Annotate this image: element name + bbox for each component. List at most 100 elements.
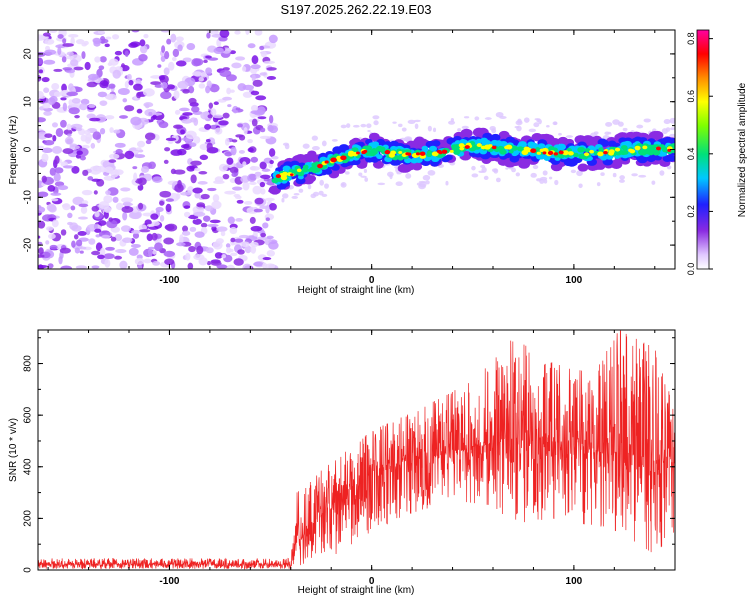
- signal-cell: [550, 162, 563, 172]
- noise-cell: [254, 171, 262, 177]
- snr-y-tick-label: 400: [23, 458, 34, 475]
- track-halo-cell: [643, 118, 651, 123]
- noise-cell: [252, 185, 262, 195]
- noise-cell: [220, 231, 226, 237]
- noise-cell: [41, 153, 49, 163]
- noise-cell: [229, 89, 235, 93]
- noise-cell: [70, 205, 76, 211]
- signal-cell: [370, 148, 378, 155]
- spectrogram-x-tick-label: -100: [159, 275, 179, 286]
- track-halo-cell: [533, 122, 540, 128]
- spectrogram-x-tick-label: 100: [566, 275, 583, 286]
- noise-cell: [268, 241, 279, 250]
- track-halo-cell: [663, 119, 671, 125]
- noise-cell: [38, 241, 43, 246]
- signal-cell: [351, 147, 359, 153]
- noise-cell: [99, 127, 106, 135]
- track-halo-cell: [528, 128, 537, 133]
- noise-cell: [104, 115, 115, 120]
- noise-cell: [73, 234, 79, 240]
- noise-cell: [268, 125, 279, 134]
- noise-cell: [80, 98, 90, 105]
- signal-cell: [302, 164, 309, 170]
- noise-cell: [181, 230, 191, 236]
- signal-cell: [589, 149, 595, 154]
- noise-cell: [45, 226, 54, 231]
- track-halo-cell: [536, 118, 540, 123]
- track-halo-cell: [346, 123, 351, 129]
- noise-cell: [75, 265, 88, 269]
- signal-cell: [535, 147, 541, 151]
- spectrogram-y-label: Frequency (Hz): [8, 116, 19, 185]
- noise-cell: [128, 79, 134, 86]
- noise-cell: [97, 220, 107, 226]
- track-halo-cell: [321, 193, 328, 197]
- signal-cell: [542, 151, 547, 155]
- signal-cell: [445, 154, 453, 161]
- noise-cell: [148, 226, 159, 230]
- noise-cell: [242, 263, 252, 269]
- noise-cell: [165, 203, 172, 213]
- signal-cell: [460, 128, 473, 138]
- noise-cell: [60, 229, 67, 236]
- signal-cell: [429, 145, 438, 152]
- noise-cell: [141, 165, 150, 173]
- signal-cell: [458, 143, 465, 148]
- noise-cell: [234, 195, 242, 200]
- track-halo-cell: [352, 124, 360, 128]
- noise-cell: [114, 50, 123, 56]
- signal-cell: [324, 160, 329, 164]
- noise-cell: [146, 223, 155, 227]
- snr-x-tick-label: -100: [159, 576, 179, 587]
- noise-cell: [103, 253, 115, 260]
- track-halo-cell: [340, 182, 347, 188]
- noise-cell: [243, 200, 253, 205]
- signal-cell: [290, 173, 294, 177]
- noise-cell: [121, 197, 133, 203]
- noise-cell: [196, 245, 204, 255]
- noise-cell: [79, 103, 88, 111]
- signal-cell: [634, 145, 641, 151]
- noise-cell: [226, 157, 234, 165]
- noise-cell: [44, 133, 53, 138]
- noise-cell: [112, 196, 119, 203]
- noise-cell: [177, 179, 182, 189]
- noise-cell: [94, 228, 102, 233]
- noise-cell: [44, 49, 57, 56]
- noise-cell: [105, 190, 111, 196]
- track-halo-cell: [312, 191, 319, 197]
- noise-cell: [86, 113, 96, 119]
- noise-cell: [62, 165, 74, 169]
- noise-cell: [124, 50, 129, 57]
- track-halo-cell: [448, 120, 456, 125]
- noise-cell: [219, 69, 232, 78]
- noise-cell: [265, 263, 276, 269]
- noise-cell: [161, 45, 166, 53]
- noise-cell: [87, 73, 99, 81]
- signal-cell: [547, 150, 554, 155]
- track-halo-cell: [282, 193, 289, 199]
- noise-cell: [213, 101, 219, 106]
- signal-cell: [441, 149, 448, 154]
- noise-cell: [180, 144, 190, 149]
- noise-cell: [225, 247, 232, 254]
- signal-cell: [464, 145, 470, 149]
- noise-cell: [243, 127, 248, 135]
- noise-cell: [97, 30, 105, 34]
- noise-cell: [143, 33, 149, 39]
- snr-y-tick-label: 200: [23, 510, 34, 527]
- noise-cell: [99, 56, 107, 63]
- track-halo-cell: [540, 176, 548, 181]
- colorbar: 0.0 0.2 0.4 0.6 0.8 Normalized spectral ampl…: [686, 29, 748, 276]
- noise-cell: [207, 223, 219, 228]
- noise-cell: [237, 123, 243, 128]
- noise-cell: [114, 255, 123, 260]
- noise-cell: [137, 184, 144, 191]
- colorbar-tick-label: 0.0: [686, 263, 696, 276]
- signal-cell: [511, 145, 518, 151]
- noise-cell: [74, 247, 80, 254]
- noise-cell: [122, 237, 133, 243]
- track-halo-cell: [414, 123, 419, 130]
- track-halo-cell: [416, 182, 422, 186]
- noise-cell: [218, 120, 229, 126]
